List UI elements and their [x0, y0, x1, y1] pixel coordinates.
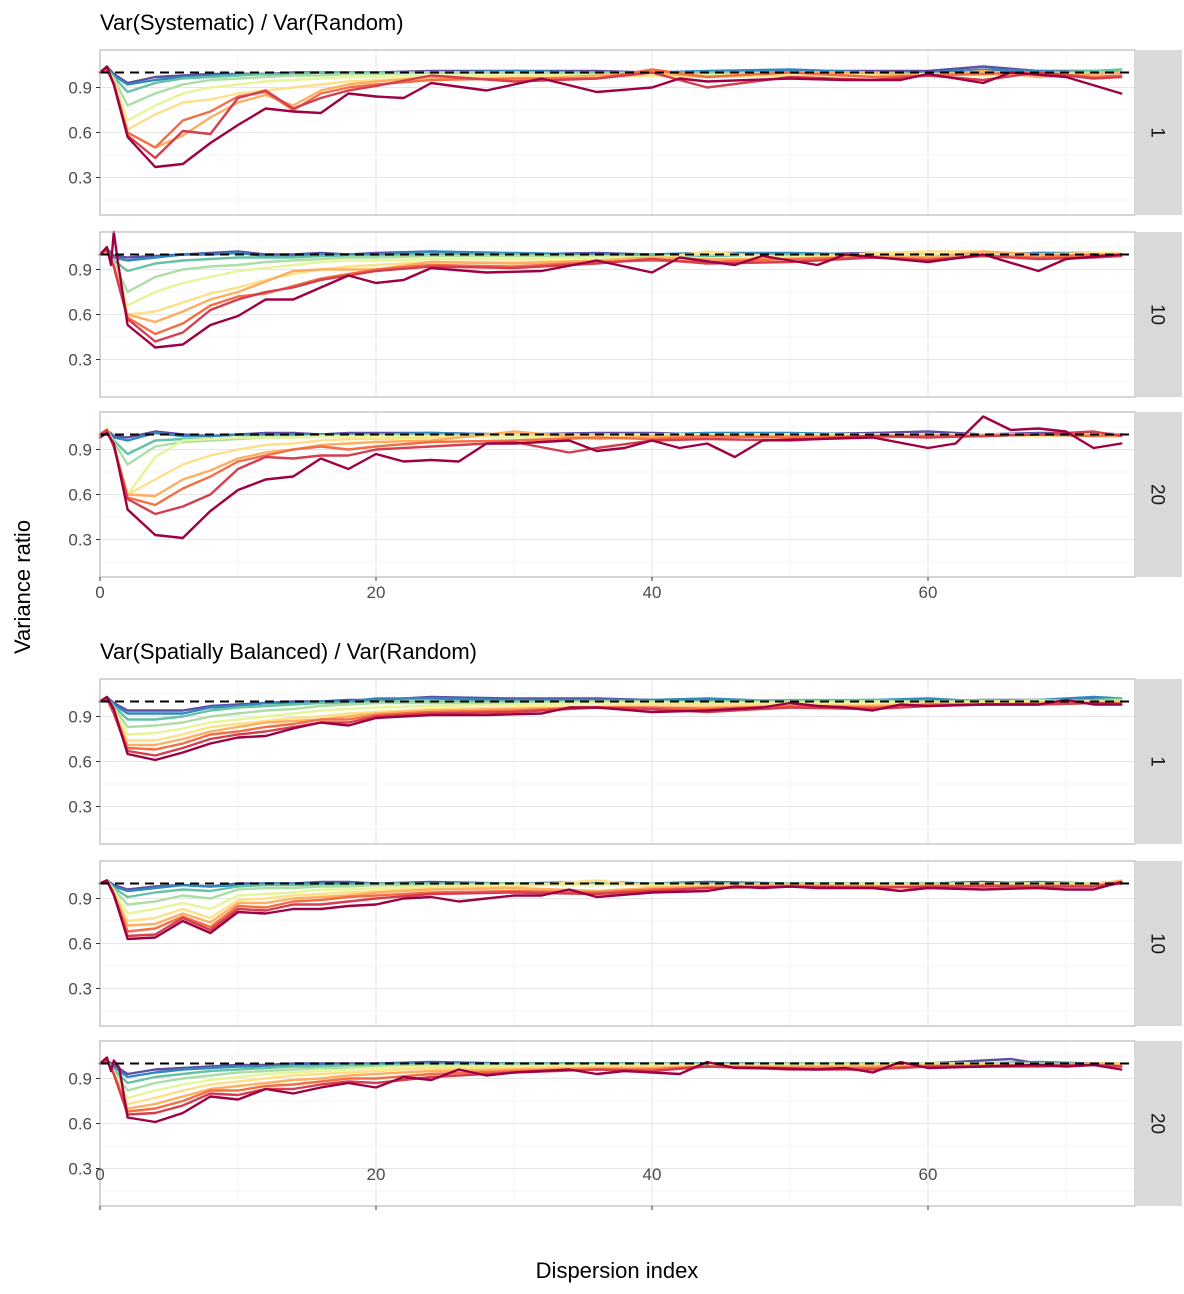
series-line-10 [98, 415, 1123, 540]
series-line-10 [98, 695, 1123, 762]
chart-title-systematic: Var(Systematic) / Var(Random) [100, 10, 404, 35]
x-tick-label: 0 [95, 1165, 104, 1184]
series-line-9 [98, 1059, 1123, 1116]
series-line-7 [98, 879, 1123, 927]
y-tick-label: 0.9 [68, 261, 92, 280]
facet-strip-bg [1135, 861, 1182, 1026]
y-tick-label: 0.3 [68, 1160, 92, 1179]
x-tick-label: 20 [367, 583, 386, 602]
facet-strip-label: 20 [1147, 1113, 1168, 1134]
panel-1-20: 0.3 0.6 0.9 20 0 20 40 60 [68, 1040, 1182, 1210]
facet-strip-label: 10 [1147, 304, 1168, 325]
facet-strip: 10 [1135, 232, 1182, 397]
y-tick-label: 0.6 [68, 486, 92, 505]
y-tick-label: 0.6 [68, 306, 92, 325]
y-tick-label: 0.6 [68, 1115, 92, 1134]
series-line-8 [98, 428, 1123, 507]
panel-1-10: 0.3 0.6 0.9 10 [68, 860, 1182, 1027]
facet-strip-label: 20 [1147, 484, 1168, 505]
x-tick-label: 60 [919, 1165, 938, 1184]
facet-strip-bg [1135, 679, 1182, 844]
facet-strip-bg [1135, 412, 1182, 577]
panel-0-20: 0.3 0.6 0.9 20 0 20 40 60 [68, 411, 1182, 602]
y-tick-label: 0.6 [68, 935, 92, 954]
panel-0-10: 0.3 0.6 0.9 10 [68, 230, 1182, 398]
x-tick-label: 40 [643, 1165, 662, 1184]
facet-strip-bg [1135, 50, 1182, 215]
facet-strip-label: 10 [1147, 933, 1168, 954]
series-line-9 [98, 247, 1123, 343]
series-line-4 [98, 250, 1123, 294]
series-line-9 [98, 428, 1123, 516]
y-tick-label: 0.3 [68, 169, 92, 188]
chart-title-spatially-balanced: Var(Spatially Balanced) / Var(Random) [100, 639, 477, 664]
panel-1-1: 0.3 0.6 0.9 1 [68, 678, 1182, 845]
x-axis-title: Dispersion index [536, 1258, 699, 1283]
x-tick-label: 40 [643, 583, 662, 602]
series-line-8 [98, 248, 1123, 336]
y-tick-label: 0.6 [68, 124, 92, 143]
series-line-10 [98, 65, 1123, 169]
series-line-10 [98, 879, 1123, 941]
series-line-8 [98, 697, 1123, 751]
x-tick-label: 0 [95, 583, 104, 602]
facet-strip: 1 [1135, 50, 1182, 215]
facet-strip-bg [1135, 1041, 1182, 1206]
series-line-2 [98, 695, 1123, 715]
series-line-6 [98, 248, 1123, 316]
y-tick-label: 0.9 [68, 441, 92, 460]
y-tick-label: 0.3 [68, 980, 92, 999]
x-tick-label: 60 [919, 583, 938, 602]
x-tick-label: 20 [367, 1165, 386, 1184]
y-tick-label: 0.9 [68, 890, 92, 909]
y-tick-label: 0.3 [68, 798, 92, 817]
y-axis-title: Variance ratio [10, 520, 35, 654]
series-line-1 [98, 428, 1123, 439]
series-line-9 [98, 879, 1123, 938]
series-line-10 [98, 230, 1123, 349]
facet-strip: 1 [1135, 679, 1182, 844]
series-line-9 [98, 66, 1123, 160]
facet-strip: 10 [1135, 861, 1182, 1026]
series-line-7 [98, 430, 1123, 498]
y-tick-label: 0.9 [68, 1070, 92, 1089]
y-tick-label: 0.9 [68, 79, 92, 98]
facet-strip-label: 1 [1147, 756, 1168, 767]
y-tick-label: 0.3 [68, 531, 92, 550]
facet-strip-bg [1135, 232, 1182, 397]
series-line-7 [98, 1059, 1123, 1110]
series-line-6 [98, 697, 1123, 742]
facet-strip-label: 1 [1147, 127, 1168, 138]
panel-0-1: 0.3 0.6 0.9 1 [68, 49, 1182, 216]
y-tick-label: 0.6 [68, 753, 92, 772]
facet-strip: 20 [1135, 412, 1182, 577]
y-tick-label: 0.3 [68, 351, 92, 370]
facet-strip: 20 [1135, 1041, 1182, 1206]
y-tick-label: 0.9 [68, 708, 92, 727]
